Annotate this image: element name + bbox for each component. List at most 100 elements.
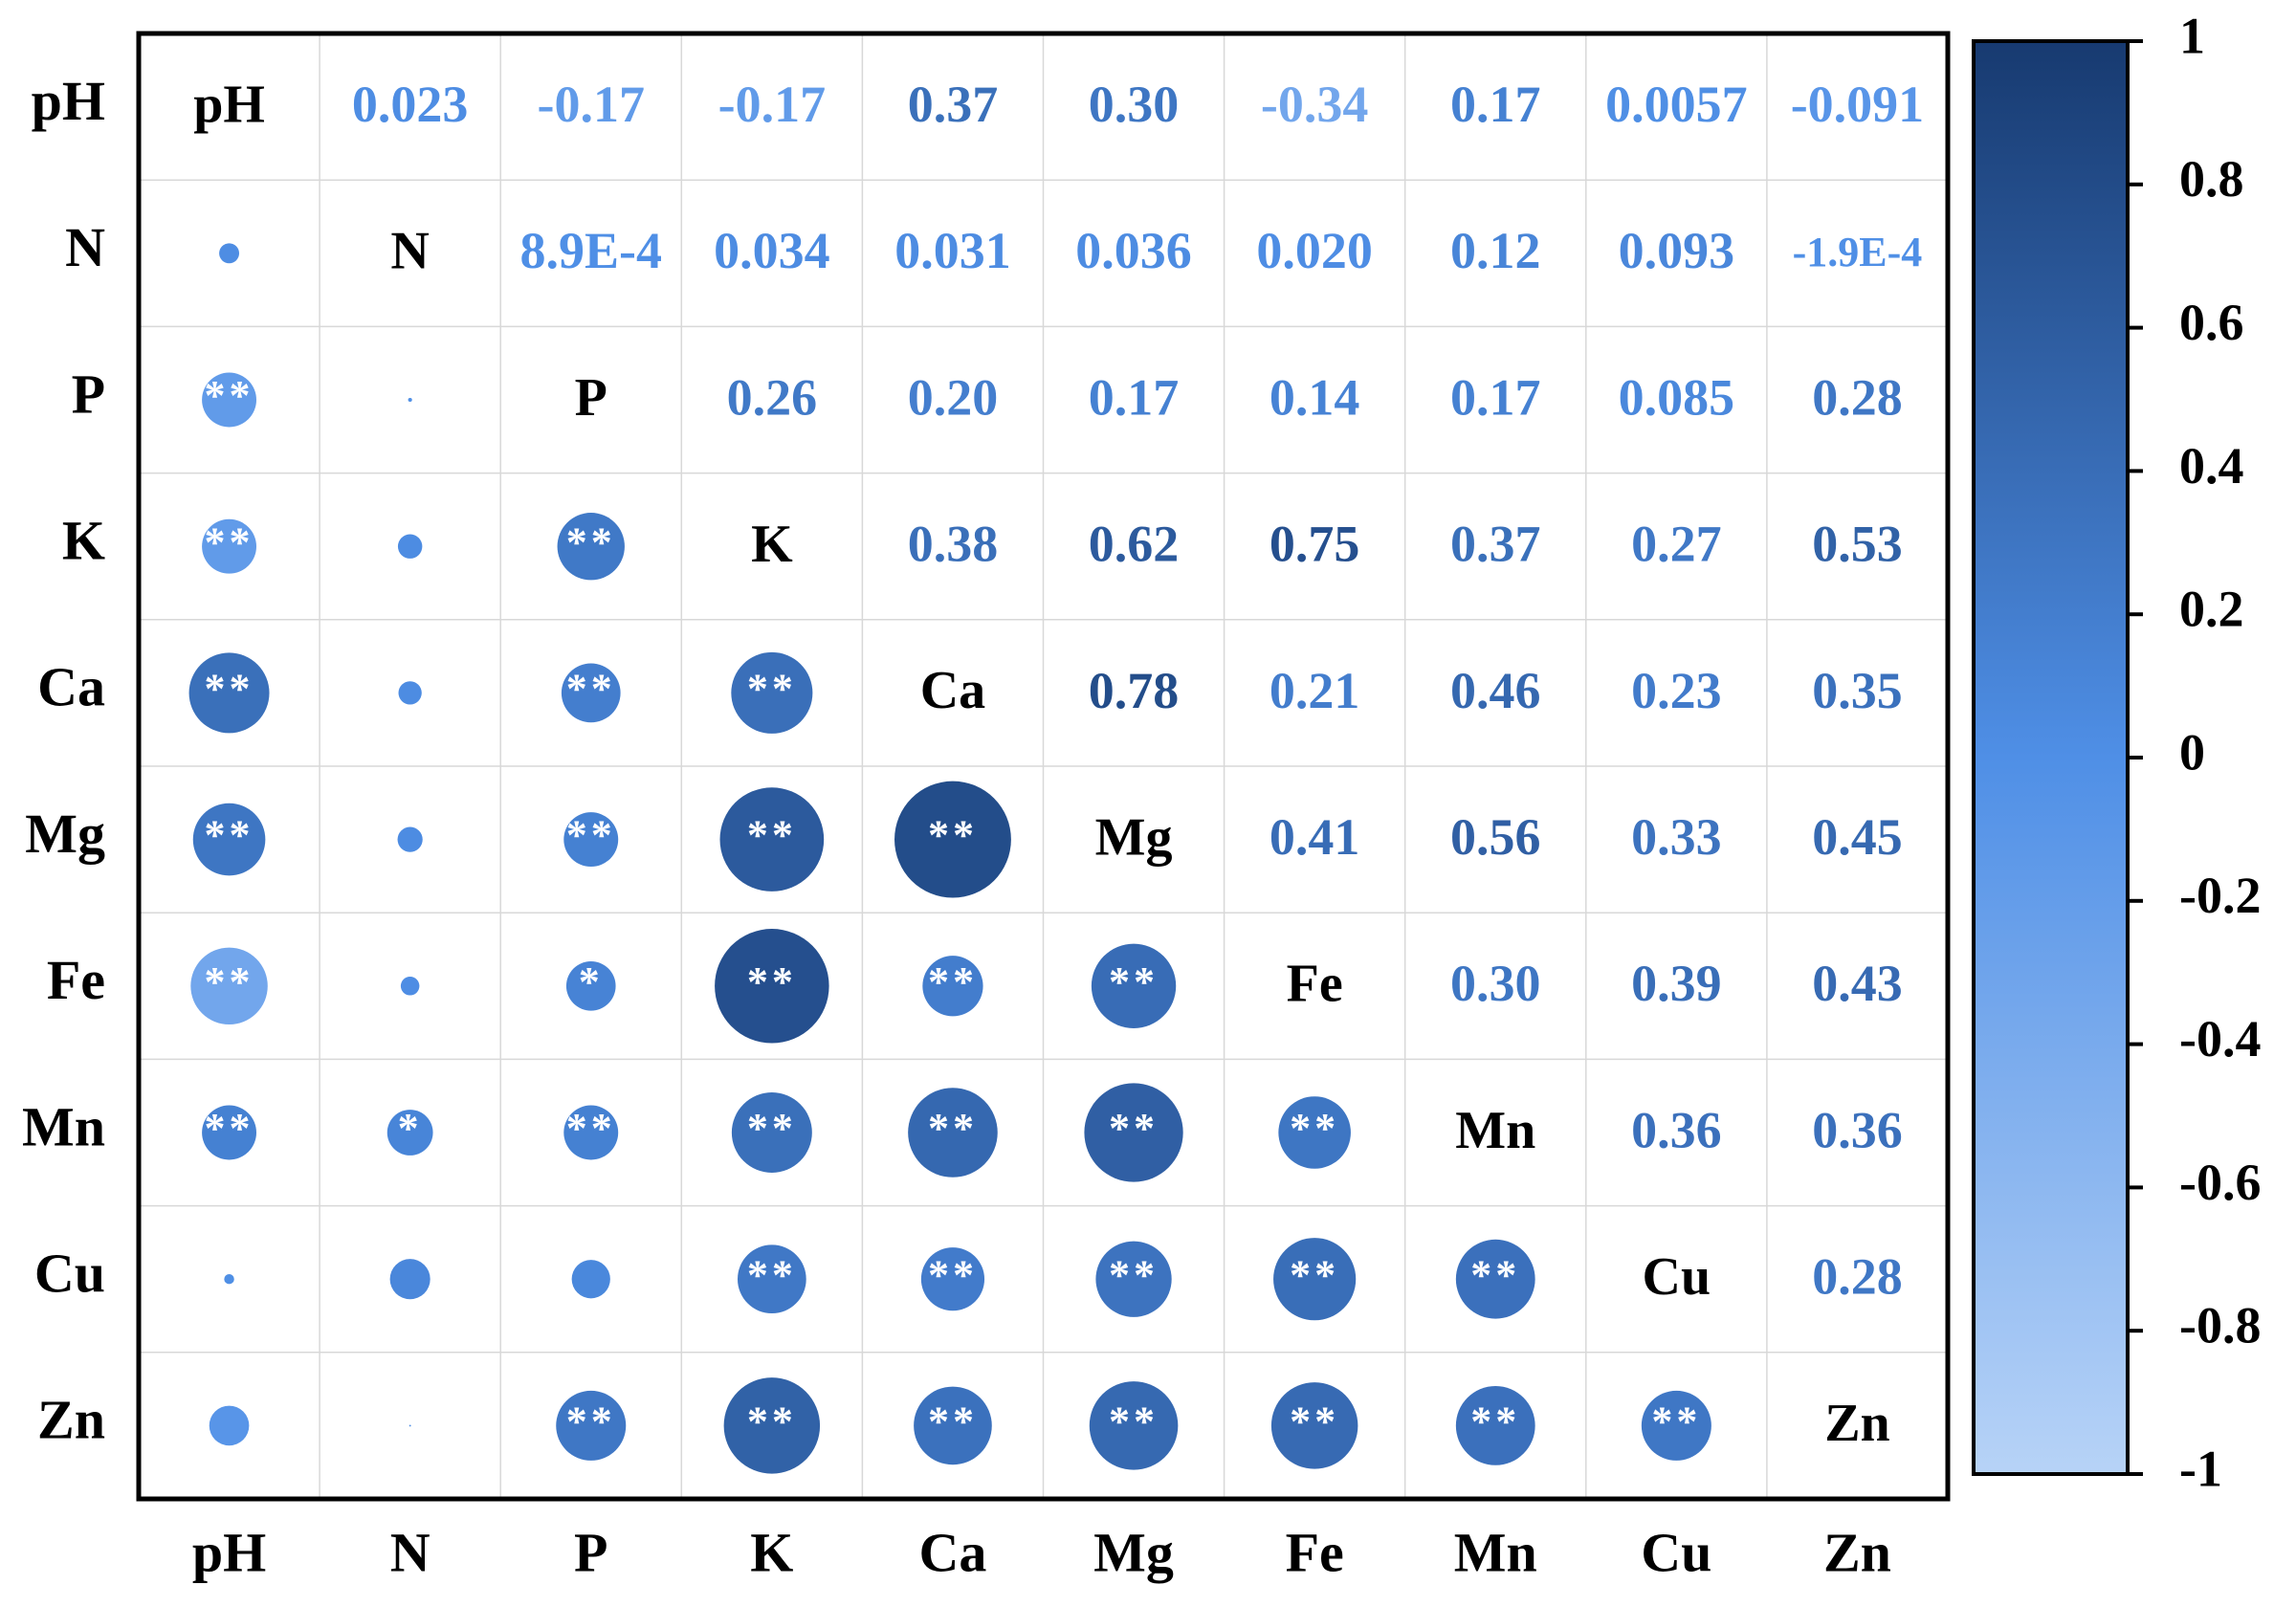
correlation-circle	[209, 1405, 250, 1446]
correlation-circle	[1091, 943, 1177, 1028]
correlation-circle	[920, 1247, 985, 1311]
correlation-circle	[1273, 1238, 1357, 1321]
correlation-circle	[188, 652, 270, 734]
value-label: 0.031	[894, 222, 1011, 279]
value-label: 0.46	[1450, 662, 1541, 719]
diagonal-label: pH	[193, 75, 265, 134]
column-label: pH	[192, 1521, 266, 1583]
value-label: 0.12	[1450, 222, 1541, 279]
correlation-circle	[561, 663, 621, 723]
correlation-circle	[731, 1092, 812, 1173]
value-label: 0.38	[908, 516, 999, 573]
colorbar-tick-label: 0	[2179, 723, 2205, 781]
colorbar-tick-label: -0.8	[2179, 1297, 2261, 1354]
value-label: 0.56	[1450, 808, 1541, 866]
matrix-frame	[136, 31, 1951, 1502]
column-label: Zn	[1823, 1521, 1891, 1583]
significance-mark: **	[1290, 1251, 1339, 1298]
column-label: Mg	[1093, 1521, 1174, 1583]
column-label: Cu	[1641, 1521, 1711, 1583]
diagonal-label: K	[751, 515, 793, 574]
significance-mark: **	[747, 1251, 797, 1298]
significance-mark: **	[1109, 1105, 1159, 1152]
diagonal-label: Cu	[1643, 1247, 1711, 1307]
significance-mark: **	[566, 1105, 616, 1152]
significance-mark: *	[398, 1105, 423, 1152]
diagonal-label: N	[390, 222, 429, 281]
correlation-circle	[571, 1260, 610, 1299]
value-label: 0.62	[1089, 516, 1180, 573]
significance-mark: **	[566, 665, 616, 712]
significance-mark: **	[1109, 1398, 1159, 1444]
value-label: -1.9E-4	[1793, 229, 1923, 275]
row-label: Cu	[34, 1243, 105, 1305]
significance-mark: **	[747, 1398, 797, 1444]
row-label: Fe	[47, 949, 105, 1011]
significance-mark: **	[566, 518, 616, 565]
correlation-circle	[1278, 1096, 1351, 1169]
correlation-circle	[563, 1105, 619, 1160]
diagonal-label: P	[575, 368, 607, 428]
value-label: 0.28	[1812, 368, 1903, 426]
column-label: P	[574, 1521, 607, 1583]
colorbar-tick-label: -0.2	[2179, 867, 2261, 924]
correlation-circle	[386, 1110, 433, 1156]
correlation-circle	[1641, 1390, 1711, 1461]
value-label: 0.0057	[1605, 76, 1748, 133]
colorbar	[1972, 39, 2130, 1476]
correlation-circle	[557, 513, 625, 581]
significance-mark: **	[205, 372, 254, 419]
value-label: 0.26	[727, 368, 818, 426]
diagonal-label: Ca	[920, 661, 985, 720]
correlation-circle	[563, 812, 619, 868]
correlation-circle	[202, 1105, 256, 1160]
row-label: pH	[32, 70, 105, 132]
row-label: Mg	[25, 803, 105, 865]
diagonal-label: Mn	[1455, 1101, 1535, 1160]
correlation-circle	[731, 651, 813, 734]
value-label: 0.14	[1269, 368, 1360, 426]
correlation-circle	[192, 803, 266, 876]
colorbar-tick-label: 0.8	[2179, 150, 2244, 208]
row-label: N	[65, 216, 105, 278]
colorbar-tick-label: -1	[2179, 1440, 2222, 1497]
row-label: K	[62, 510, 105, 572]
value-label: -0.34	[1261, 76, 1368, 133]
colorbar-tick-label: 0.6	[2179, 294, 2244, 351]
significance-mark: **	[205, 812, 254, 859]
correlation-circle	[1095, 1241, 1172, 1317]
correlation-circle	[397, 826, 423, 852]
significance-mark: **	[566, 1398, 616, 1444]
significance-mark: **	[1470, 1398, 1520, 1444]
colorbar-tick-label: 0.4	[2179, 437, 2244, 495]
grid	[139, 33, 1948, 1499]
correlation-circle	[715, 929, 829, 1044]
significance-mark: **	[205, 665, 254, 712]
value-label: 0.17	[1450, 76, 1541, 133]
row-label: P	[72, 363, 105, 425]
correlation-circle	[719, 787, 825, 892]
correlation-circle	[1455, 1386, 1535, 1465]
diagonal-label: Zn	[1824, 1394, 1890, 1453]
colorbar-tick-label: 1	[2179, 7, 2205, 64]
value-label: 0.37	[1450, 516, 1541, 573]
significance-mark: **	[928, 812, 978, 859]
value-label: 0.17	[1450, 368, 1541, 426]
value-label: 0.36	[1812, 1101, 1903, 1158]
significance-mark: **	[747, 812, 797, 859]
correlation-circle	[389, 1259, 430, 1300]
correlation-circle	[190, 947, 268, 1025]
value-label: 0.28	[1812, 1248, 1903, 1306]
value-label: 0.36	[1631, 1101, 1722, 1158]
diagonal-label: Fe	[1287, 955, 1343, 1014]
significance-mark: **	[1290, 1398, 1339, 1444]
significance-mark: **	[1109, 958, 1159, 1005]
significance-mark: **	[1470, 1251, 1520, 1298]
correlation-circle	[1089, 1381, 1179, 1470]
significance-mark: **	[928, 958, 978, 1005]
value-label: 0.39	[1631, 955, 1722, 1012]
correlation-circle	[914, 1386, 992, 1465]
value-label: 0.30	[1089, 76, 1180, 133]
